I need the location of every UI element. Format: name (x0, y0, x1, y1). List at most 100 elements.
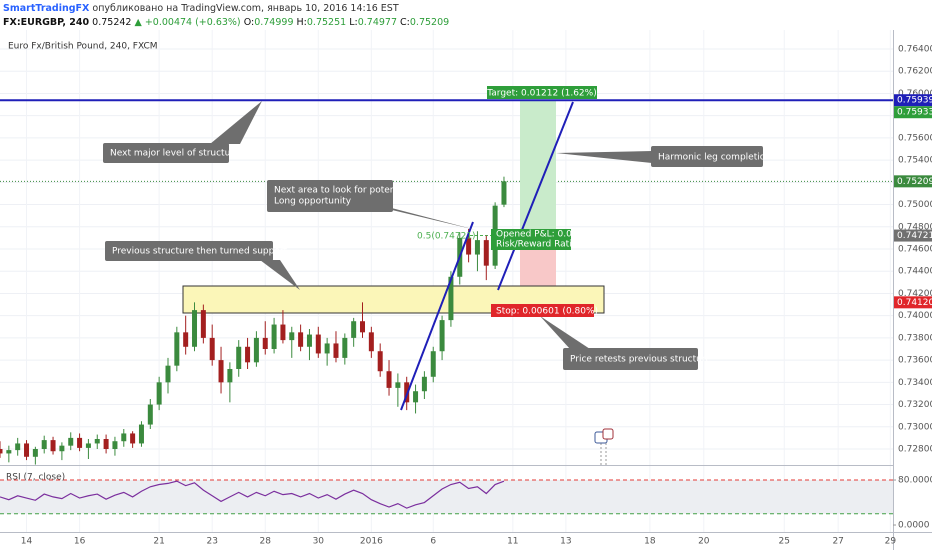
y-tick-label: 0.72800 (898, 445, 932, 455)
candle-body (41, 440, 47, 449)
candle-body (6, 450, 12, 454)
y-tick-label: 0.75000 (898, 200, 932, 210)
candle-body (315, 334, 321, 354)
last-price: 0.75242 (92, 17, 131, 28)
candle-body (0, 449, 3, 454)
candle-body (395, 382, 401, 388)
candle-body (68, 437, 74, 446)
author: SmartTradingFX (3, 3, 90, 14)
candle-body (165, 365, 171, 383)
candle-body (32, 449, 38, 457)
rsi-title: RSI (7, close) (6, 473, 65, 483)
candle-body (377, 351, 383, 372)
candle-body (245, 346, 251, 363)
x-tick-label: 20 (698, 537, 710, 547)
y-tick-label: 0.73400 (898, 378, 932, 388)
annotation-text: Harmonic leg completion (658, 153, 771, 163)
published: опубликовано на TradingView.com, январь … (92, 3, 398, 14)
ohlc-label: L: (349, 17, 358, 28)
x-tick-label: 23 (206, 537, 217, 547)
header-line: SmartTradingFX опубликовано на TradingVi… (3, 3, 399, 14)
price-label-box (894, 106, 932, 119)
x-tick-label: 29 (885, 537, 897, 547)
ohlc-label: O: (244, 17, 255, 28)
candle-body (483, 240, 489, 266)
candle-body (112, 441, 118, 449)
candle-body (183, 332, 189, 347)
ohlc-value: 0.74977 (358, 17, 397, 28)
price-label: 0.74721 (897, 231, 932, 241)
candle-body (360, 321, 366, 333)
ohlc-value: 0.75209 (410, 17, 449, 28)
candle-body (236, 346, 242, 369)
ohlc-value: 0.75251 (307, 17, 346, 28)
y-tick-label: 0.74000 (898, 311, 932, 321)
candle-body (306, 334, 312, 347)
x-tick-label: 13 (560, 537, 571, 547)
candle-body (351, 321, 357, 338)
candle-body (138, 424, 144, 444)
candle-body (24, 443, 30, 457)
candle-body (448, 276, 454, 321)
y-tick-label: 0.76400 (898, 45, 932, 55)
candle-body (192, 310, 198, 347)
pnl-label: Opened P&L: 0.00488 (496, 230, 595, 240)
y-tick-label: 0.73200 (898, 400, 932, 410)
candle-body (324, 343, 330, 354)
candle-body (386, 371, 392, 388)
y-tick-label: 0.74400 (898, 267, 932, 277)
price-label: 0.75939 (897, 96, 932, 106)
x-tick-label: 27 (832, 537, 843, 547)
candle-body (130, 433, 136, 444)
candle-body (218, 360, 224, 383)
candle-body (94, 439, 100, 444)
annotation-text: Long opportunity (274, 197, 352, 207)
y-tick-label: 0.73600 (898, 356, 932, 366)
candle-body (333, 343, 339, 358)
y-tick-label: 0.74200 (898, 289, 932, 299)
candle-body (200, 310, 206, 338)
price-label: 0.75209 (897, 177, 932, 187)
stop-label: Stop: 0.00601 (0.80%) (496, 307, 598, 317)
price-label-box (894, 94, 932, 107)
x-tick-label: 28 (260, 537, 272, 547)
candle-body (430, 351, 436, 377)
position-labels: Target: 0.01212 (1.62%) Opened P&L: 0.00… (486, 86, 603, 317)
header-quote: FX:EURGBP, 240 0.75242 ▲ +0.00474 (+0.63… (3, 17, 449, 28)
candle-body (271, 324, 277, 349)
x-tick-label: 21 (153, 537, 164, 547)
y-tick-label: 0.75600 (898, 133, 932, 143)
x-tick-label: 16 (74, 537, 86, 547)
annotation-text: Next area to look for potential (274, 186, 410, 196)
price-label-box (894, 175, 932, 188)
annotation-text: Next major level of structure (110, 149, 240, 159)
x-tick-label: 2016 (360, 537, 383, 547)
candle-body (77, 437, 83, 448)
target-label: Target: 0.01212 (1.62%) (486, 89, 596, 99)
trend-line (400, 221, 474, 411)
x-tick-label: 14 (21, 537, 33, 547)
x-tick-label: 11 (507, 537, 518, 547)
candle-body (421, 376, 427, 392)
candle-body (413, 391, 419, 403)
candle-body (174, 332, 180, 366)
candle-body (59, 445, 65, 452)
candle-body (15, 443, 21, 451)
symbol: FX:EURGBP, 240 (3, 17, 90, 28)
axes: 0.72800 0.73000 0.73200 0.73400 0.73600 0.738… (21, 45, 932, 547)
candle-body (209, 337, 215, 361)
stop-label-box (491, 304, 594, 317)
rr-label: Risk/Reward Ratio: 2.02 (496, 240, 603, 250)
x-tick-label: 25 (779, 537, 790, 547)
y-tick-label: 0.76200 (898, 67, 932, 77)
candle-body (474, 240, 480, 255)
event-icons (594, 428, 614, 465)
annotation-text: Price retests previous structure (570, 355, 711, 365)
annotation: Previous structure then turned support (105, 241, 300, 290)
annotation: Harmonic leg completion (556, 146, 771, 167)
candle-body (439, 320, 445, 352)
price-label: 0.74120 (897, 298, 932, 308)
candle-body (289, 332, 295, 341)
y-tick-label: 0.73800 (898, 333, 932, 343)
